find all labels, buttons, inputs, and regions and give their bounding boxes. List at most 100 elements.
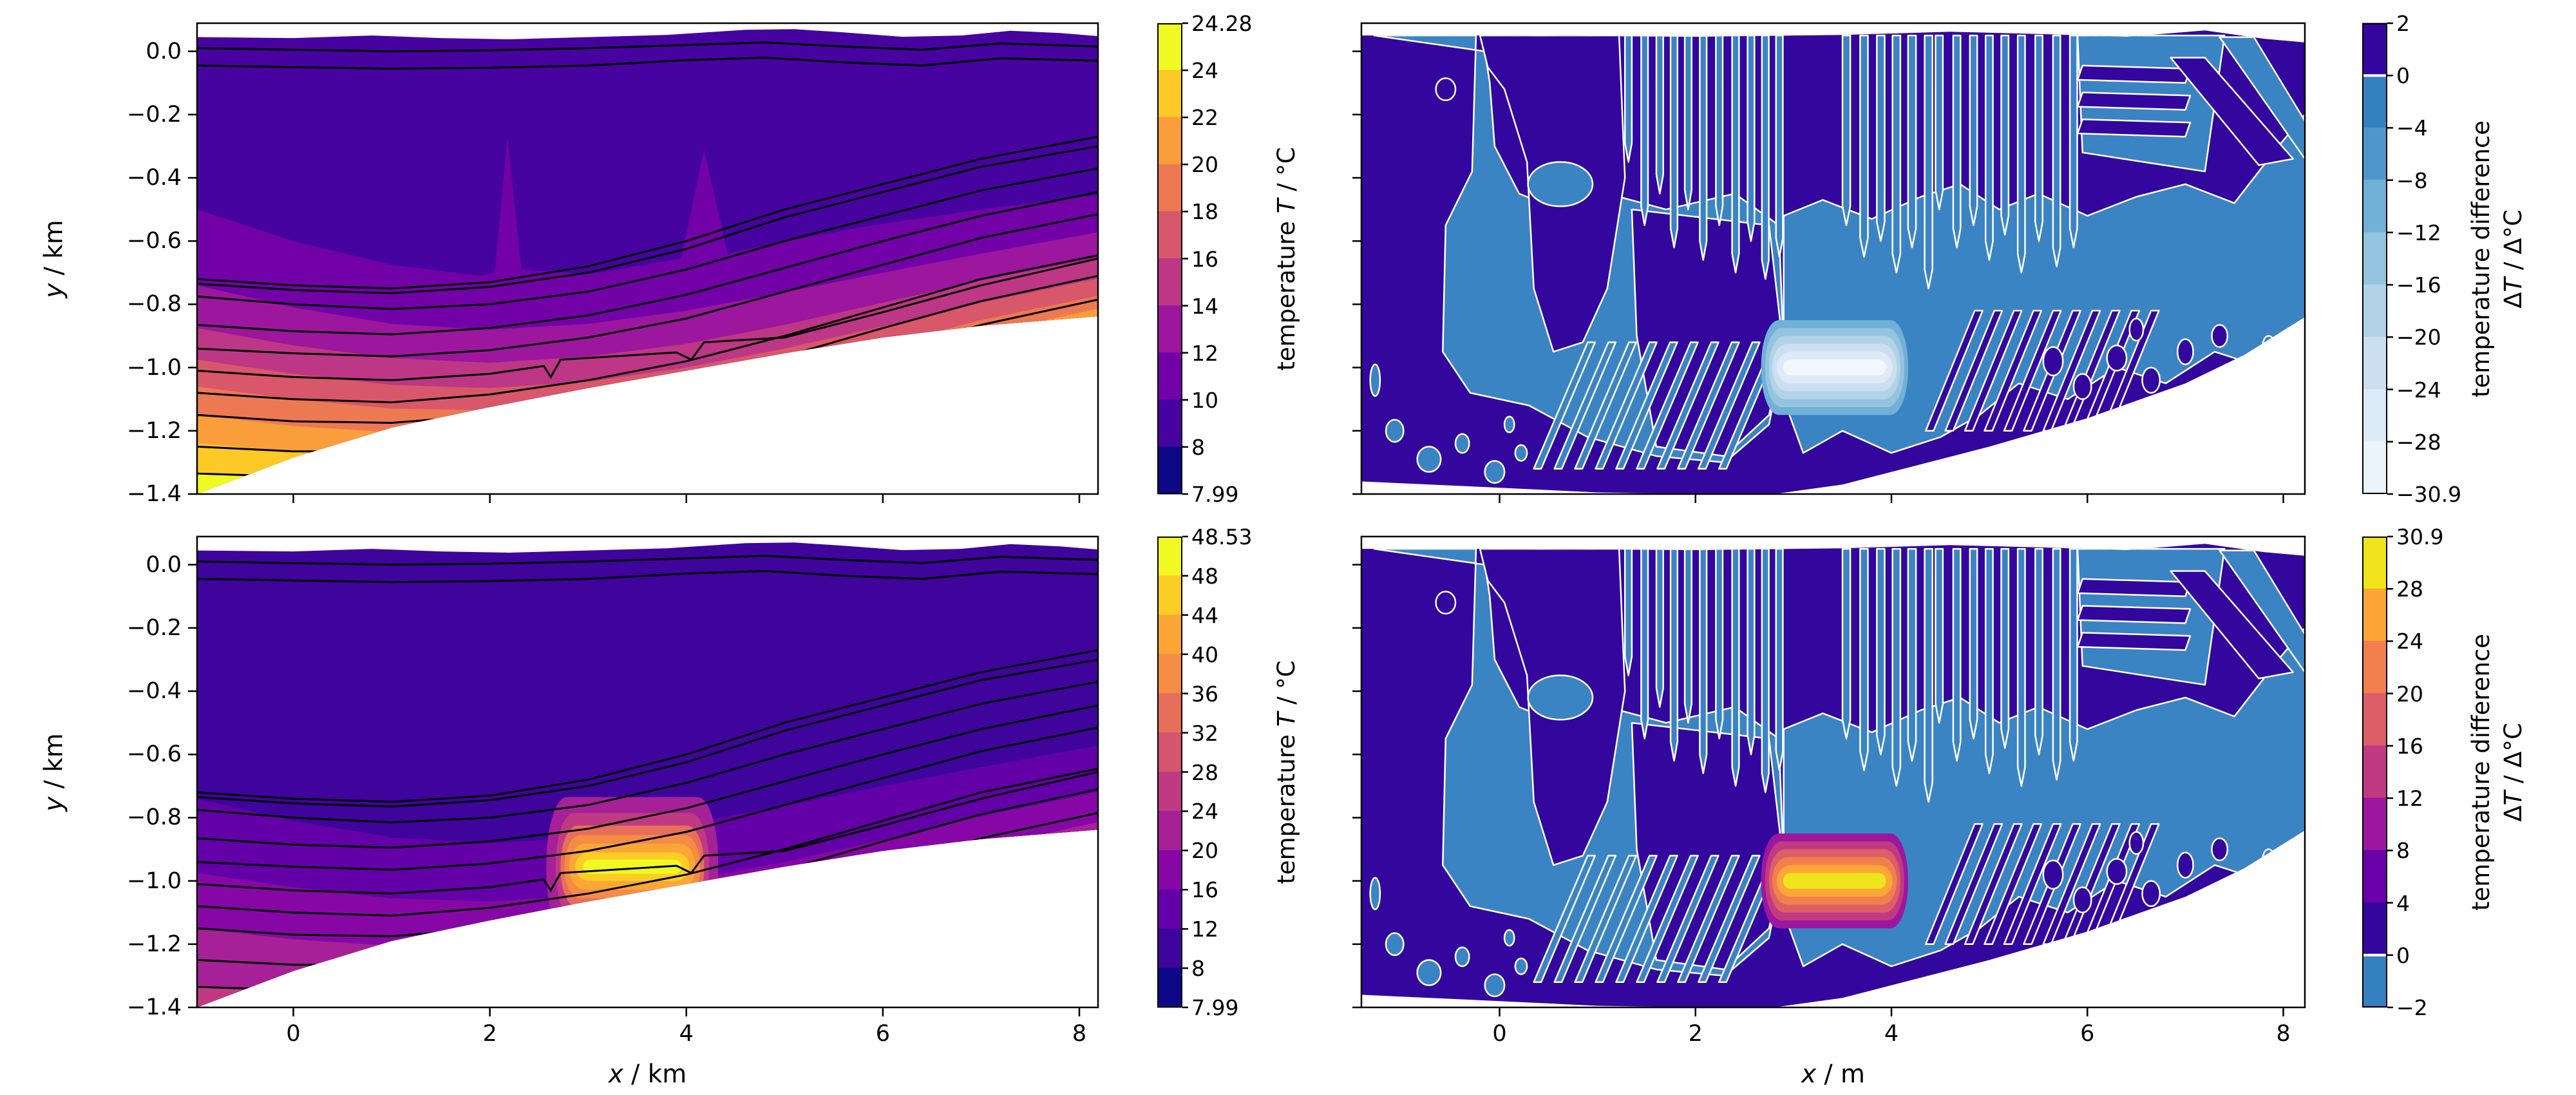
diff-vertical-stripe — [2052, 34, 2061, 267]
diff-island-blue — [1385, 932, 1405, 957]
diff-diagonal-stripe — [1615, 341, 1678, 470]
diff-vertical-stripe — [1699, 34, 1708, 261]
diff-vertical-stripe — [1761, 548, 1770, 794]
colorbar-tick-label: −30.9 — [2396, 482, 2462, 507]
diff-vertical-stripe — [1935, 34, 1944, 211]
colorbar-tick-label: 8 — [1191, 956, 1205, 982]
diff-vertical-stripe — [1624, 34, 1633, 163]
diff-vertical-stripe — [1731, 34, 1740, 274]
diff-vertical-stripe — [1924, 34, 1933, 290]
colorbar-difference-top — [2362, 22, 2393, 495]
colorbar-segment — [2362, 127, 2387, 181]
colorbar-segment — [2362, 902, 2387, 956]
diff-region-indigo — [2170, 57, 2294, 166]
diff-diagonal-stripe — [1698, 855, 1761, 983]
diff-island-blue — [2176, 395, 2194, 416]
diff-island-blue — [2083, 940, 2101, 961]
colorbar-tick-label: 36 — [1191, 681, 1218, 707]
diff-diagonal-stripe — [1677, 341, 1740, 470]
overlay-contour-line — [197, 680, 1098, 824]
diff-diagonal-stripe — [1595, 855, 1658, 983]
diff-vertical-stripe — [1876, 34, 1886, 242]
colorbar-tick-label: 44 — [1191, 602, 1218, 628]
diff-vertical-stripe — [1669, 548, 1679, 762]
diff-vertical-stripe — [2034, 548, 2043, 756]
diff-region-indigo — [2076, 64, 2192, 84]
colorbar-frame — [2362, 23, 2387, 494]
colorbar-tick-label: 48 — [1191, 563, 1218, 589]
colorbar-tick-label: 16 — [1191, 246, 1218, 272]
overlay-contour-line — [197, 767, 1098, 917]
diff-vertical-stripe — [1859, 34, 1869, 258]
y-tick-label: −0.4 — [127, 678, 182, 705]
diff-vertical-stripe — [1969, 34, 1978, 226]
diff-vertical-stripe — [2034, 34, 2043, 242]
y-tick-label: −0.8 — [127, 805, 182, 831]
diff-region-indigo — [2076, 578, 2192, 598]
colorbar-frame — [1157, 23, 1182, 494]
diff-vertical-stripe — [1891, 34, 1902, 274]
overlay-contour-line — [197, 254, 1098, 404]
colorbar-segment — [2362, 797, 2387, 851]
diff-lens-indigo — [2106, 858, 2128, 885]
diff-island-blue — [2083, 426, 2101, 448]
diff-diagonal-stripe — [1925, 310, 1984, 432]
diff-vertical-stripe — [1731, 548, 1740, 787]
x-tick-label: 4 — [1884, 1021, 1899, 1047]
diff-vertical-stripe — [2000, 34, 2010, 236]
diff-diagonal-stripe — [1615, 855, 1678, 983]
colorbar-tick-label: 2 — [2396, 11, 2410, 36]
diff-vertical-stripe — [1952, 548, 1962, 762]
diff-diagonal-stripe — [1595, 341, 1658, 470]
overlay-contour-line — [197, 658, 1098, 808]
colorbar-segment — [1157, 70, 1182, 118]
diff-diagonal-stripe — [1553, 341, 1617, 470]
y-tick-label: −0.6 — [127, 741, 182, 768]
colorbar-segment — [1157, 732, 1182, 772]
colorbar-tick-label: 28 — [2396, 576, 2423, 602]
diff-region-indigo — [1631, 208, 1785, 457]
colorbar-tick-label: 24 — [1191, 58, 1218, 84]
diff-vertical-stripe — [2052, 548, 2061, 781]
colorbar-segment — [2362, 693, 2387, 747]
colorbar-segment — [1157, 164, 1182, 212]
diff-lens-blue — [1527, 674, 1594, 721]
x-tick-label: 6 — [875, 1021, 891, 1047]
colorbar-label-temperature-top: temperature T / °C — [1273, 146, 1301, 371]
colorbar-segment — [1157, 614, 1182, 655]
axes-frame — [196, 22, 1099, 495]
diff-island-blue — [1369, 877, 1381, 911]
axes-frame — [1360, 535, 2306, 1009]
colorbar-segment — [1157, 772, 1182, 812]
diff-island-blue — [1416, 959, 1442, 986]
diff-lens-indigo — [2042, 859, 2064, 890]
colorbar-segment — [2362, 284, 2387, 338]
diff-blob-ring — [1783, 873, 1886, 889]
diff-vertical-stripe — [1907, 34, 1917, 249]
x-tick-label: 6 — [2080, 1021, 2095, 1047]
y-tick-label: −1.0 — [127, 868, 182, 894]
colorbar-tick-label: 7.99 — [1191, 995, 1239, 1020]
colorbar-tick-label: 10 — [1191, 387, 1218, 413]
colorbar-frame — [2362, 537, 2387, 1007]
overlay-contour-line — [197, 569, 1098, 584]
diff-vertical-stripe — [1859, 548, 1869, 772]
y-tick-label: −1.2 — [127, 931, 182, 957]
diff-region-indigo — [2076, 91, 2192, 111]
diff-diagonal-stripe — [1964, 310, 2023, 432]
overlay-contour-line — [197, 41, 1098, 53]
x-tick-label: 8 — [2276, 1021, 2291, 1047]
diff-vertical-stripe — [1624, 548, 1633, 676]
x-axis-label-left: x / km — [608, 1060, 687, 1089]
diff-island-blue — [2221, 363, 2237, 385]
colorbar-segment — [1157, 399, 1182, 448]
colorbar-tick-label: 8 — [1191, 434, 1205, 460]
colorbar-segment — [2362, 75, 2387, 128]
diff-island-blue — [1454, 946, 1470, 967]
overlay-contour-line — [197, 727, 1098, 871]
diff-vertical-stripe — [1683, 548, 1692, 724]
diff-island-blue — [1454, 433, 1470, 454]
diff-vertical-stripe — [2069, 34, 2078, 249]
diff-island-blue — [2123, 411, 2139, 432]
diff-lens-indigo — [2176, 338, 2194, 365]
